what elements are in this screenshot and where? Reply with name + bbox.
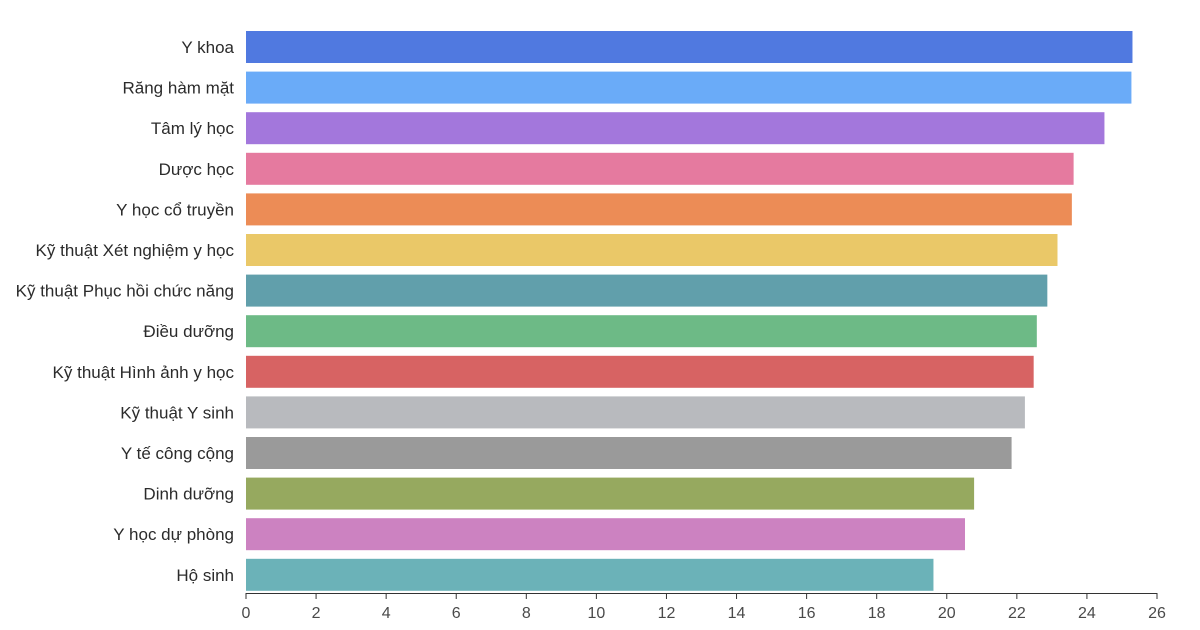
tick-label: 6 <box>452 605 461 622</box>
bar <box>246 31 1133 63</box>
bar <box>246 477 975 510</box>
category-label: Kỹ thuật Y sinh <box>120 403 234 422</box>
tick-label: 26 <box>1148 605 1166 622</box>
category-label: Y tế công cộng <box>121 444 234 463</box>
bar <box>246 234 1058 266</box>
category-label: Kỹ thuật Hình ảnh y học <box>53 363 235 382</box>
bar <box>246 152 1074 185</box>
tick-label: 14 <box>728 605 746 622</box>
category-label: Điều dưỡng <box>143 322 234 341</box>
category-label: Tâm lý học <box>151 119 235 138</box>
bar <box>246 437 1012 469</box>
bar <box>246 315 1037 348</box>
bar <box>246 274 1048 307</box>
tick-label: 22 <box>1008 605 1026 622</box>
category-label: Y học cổ truyền <box>116 200 234 219</box>
category-label: Kỹ thuật Xét nghiệm y học <box>36 241 235 260</box>
tick-label: 10 <box>587 605 605 622</box>
bars-group <box>246 31 1133 591</box>
tick-label: 12 <box>658 605 676 622</box>
bar <box>246 396 1025 429</box>
tick-label: 24 <box>1078 605 1096 622</box>
tick-label: 8 <box>522 605 531 622</box>
bar <box>246 71 1132 104</box>
bar <box>246 193 1072 226</box>
tick-label: 0 <box>242 605 251 622</box>
category-label: Răng hàm mặt <box>123 79 235 98</box>
category-label: Y học dự phòng <box>113 525 234 544</box>
category-labels: Y khoa Răng hàm mặt Tâm lý học Dược học Y họ… <box>16 38 235 585</box>
tick-label: 18 <box>868 605 886 622</box>
tick-label: 2 <box>312 605 321 622</box>
category-label: Dinh dưỡng <box>143 485 234 504</box>
category-label: Kỹ thuật Phục hồi chức năng <box>16 282 234 301</box>
tick-label: 16 <box>798 605 816 622</box>
x-axis-ticks: 0 2 4 6 8 10 12 14 16 18 20 22 24 26 <box>242 593 1166 622</box>
bar <box>246 355 1034 388</box>
bar <box>246 112 1105 145</box>
bar <box>246 558 934 591</box>
tick-label: 20 <box>938 605 956 622</box>
category-label: Y khoa <box>181 38 234 57</box>
tick-label: 4 <box>382 605 391 622</box>
category-label: Hộ sinh <box>176 566 234 585</box>
bar <box>246 518 965 551</box>
category-label: Dược học <box>159 160 235 179</box>
